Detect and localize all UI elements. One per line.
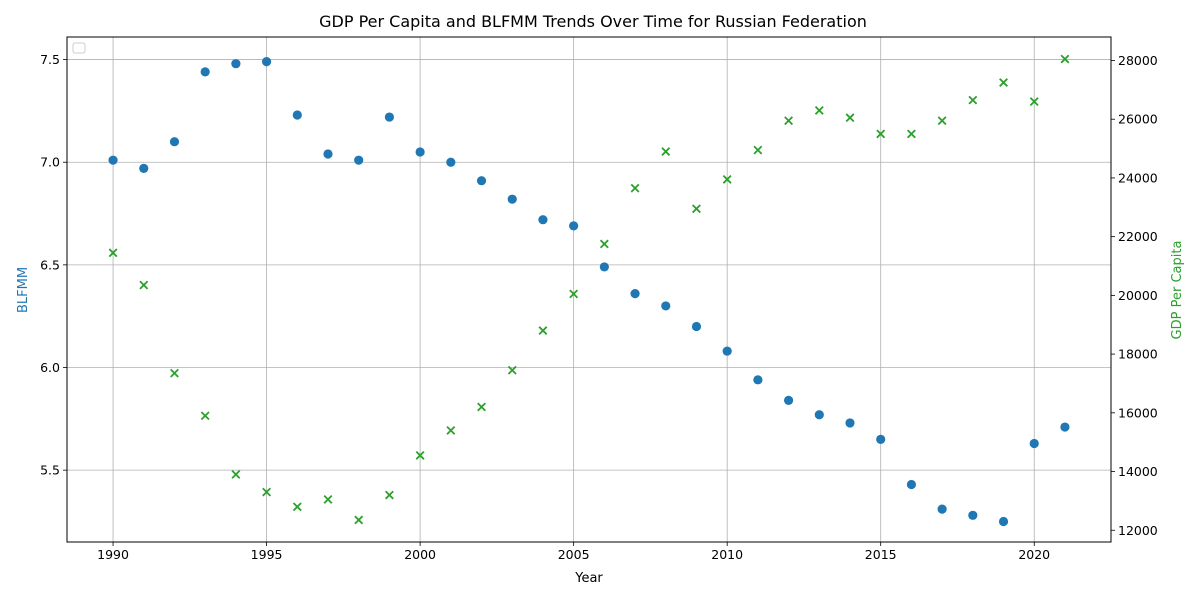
blfmm-point bbox=[876, 434, 886, 444]
gdp-point bbox=[968, 95, 978, 105]
gdp-point bbox=[292, 502, 302, 512]
gdp-point bbox=[999, 78, 1008, 87]
gdp-point bbox=[507, 365, 517, 375]
gdp-point bbox=[569, 289, 579, 299]
blfmm-point bbox=[169, 137, 180, 147]
blfmm-point bbox=[968, 510, 978, 520]
gdp-point bbox=[876, 129, 886, 139]
gdp-point bbox=[692, 204, 701, 214]
blfmm-point bbox=[323, 149, 333, 159]
data-marks bbox=[108, 54, 1070, 527]
blfmm-point bbox=[661, 301, 671, 311]
blfmm-point bbox=[783, 395, 794, 405]
x-tick-label: 2020 bbox=[1018, 547, 1050, 562]
blfmm-point bbox=[814, 410, 824, 420]
blfmm-point bbox=[507, 194, 517, 204]
gdp-point bbox=[323, 494, 333, 504]
blfmm-point bbox=[200, 67, 210, 77]
blfmm-point bbox=[538, 215, 548, 225]
x-tick-label: 2000 bbox=[404, 547, 436, 562]
blfmm-point bbox=[446, 157, 456, 167]
x-tick-label: 2015 bbox=[865, 547, 897, 562]
x-tick-label: 2005 bbox=[558, 547, 590, 562]
blfmm-point bbox=[231, 59, 241, 69]
legend-box bbox=[72, 42, 86, 54]
gdp-point bbox=[845, 113, 855, 123]
x-axis-title: Year bbox=[574, 571, 603, 586]
grid bbox=[67, 37, 1111, 542]
gdp-point bbox=[599, 239, 609, 249]
y-right-tick-label: 26000 bbox=[1118, 112, 1158, 127]
gdp-point bbox=[906, 129, 916, 139]
blfmm-point bbox=[906, 479, 917, 490]
gdp-point bbox=[415, 450, 425, 460]
blfmm-point bbox=[415, 147, 425, 157]
gdp-point bbox=[937, 116, 947, 126]
blfmm-point bbox=[569, 221, 579, 231]
gdp-point bbox=[384, 490, 394, 500]
gdp-point bbox=[784, 116, 794, 126]
blfmm-point bbox=[630, 289, 640, 299]
x-tick-label: 1990 bbox=[97, 547, 129, 562]
gdp-point bbox=[1029, 97, 1039, 107]
x-tick-label: 1995 bbox=[251, 547, 283, 562]
y-right-tick-label: 14000 bbox=[1118, 464, 1158, 479]
blfmm-point bbox=[354, 155, 364, 165]
y-right-tick-label: 12000 bbox=[1118, 523, 1158, 538]
blfmm-point bbox=[753, 375, 763, 385]
blfmm-point bbox=[261, 57, 272, 67]
blfmm-point bbox=[108, 155, 118, 165]
gdp-point bbox=[354, 515, 364, 525]
blfmm-point bbox=[722, 346, 732, 356]
blfmm-point bbox=[139, 163, 149, 173]
y-axis-left: 5.5 6.0 6.5 7.0 7.5 bbox=[40, 52, 67, 478]
gdp-point bbox=[814, 105, 824, 115]
blfmm-point bbox=[937, 504, 947, 514]
gdp-point bbox=[538, 326, 548, 336]
x-tick-label: 2010 bbox=[711, 547, 743, 562]
gdp-point bbox=[630, 183, 640, 193]
gdp-point bbox=[1060, 54, 1070, 64]
blfmm-point bbox=[476, 176, 487, 186]
y-left-tick-label: 5.5 bbox=[40, 463, 60, 478]
y-right-tick-label: 24000 bbox=[1118, 170, 1158, 185]
chart-title: GDP Per Capita and BLFMM Trends Over Tim… bbox=[319, 12, 867, 31]
y-right-tick-label: 18000 bbox=[1118, 347, 1158, 362]
gdp-point bbox=[108, 248, 118, 258]
gdp-point bbox=[722, 174, 732, 184]
y-right-tick-label: 28000 bbox=[1118, 53, 1158, 68]
blfmm-point bbox=[292, 110, 302, 120]
gdp-point bbox=[661, 147, 671, 156]
x-axis: 1990 1995 2000 2005 2010 2015 2020 bbox=[97, 542, 1050, 562]
plot-frame bbox=[66, 36, 1112, 543]
blfmm-point bbox=[384, 112, 395, 122]
blfmm-point bbox=[1029, 438, 1039, 449]
blfmm-point bbox=[691, 321, 702, 332]
gdp-point bbox=[200, 411, 210, 421]
y-left-tick-label: 6.0 bbox=[40, 360, 60, 375]
gdp-point bbox=[446, 425, 456, 435]
gdp-point bbox=[139, 280, 149, 290]
y-left-tick-label: 7.0 bbox=[40, 155, 60, 170]
blfmm-point bbox=[1060, 422, 1070, 432]
gdp-point bbox=[170, 368, 179, 378]
y-axis-right-title: GDP Per Capita bbox=[1170, 241, 1185, 340]
y-axis-right: 12000 14000 16000 18000 20000 22000 24000 26000… bbox=[1111, 53, 1158, 538]
y-right-tick-label: 20000 bbox=[1118, 288, 1158, 303]
blfmm-point bbox=[845, 418, 855, 428]
y-right-tick-label: 22000 bbox=[1118, 229, 1158, 244]
y-right-tick-label: 16000 bbox=[1118, 405, 1158, 420]
gdp-point bbox=[262, 487, 272, 497]
y-left-tick-label: 7.5 bbox=[40, 52, 60, 67]
y-left-tick-label: 6.5 bbox=[40, 257, 60, 272]
blfmm-point bbox=[599, 262, 609, 272]
gdp-point bbox=[231, 470, 241, 479]
y-axis-left-title: BLFMM bbox=[16, 267, 31, 313]
blfmm-point bbox=[998, 516, 1009, 527]
gdp-point bbox=[477, 402, 486, 412]
gdp-point bbox=[753, 145, 763, 155]
